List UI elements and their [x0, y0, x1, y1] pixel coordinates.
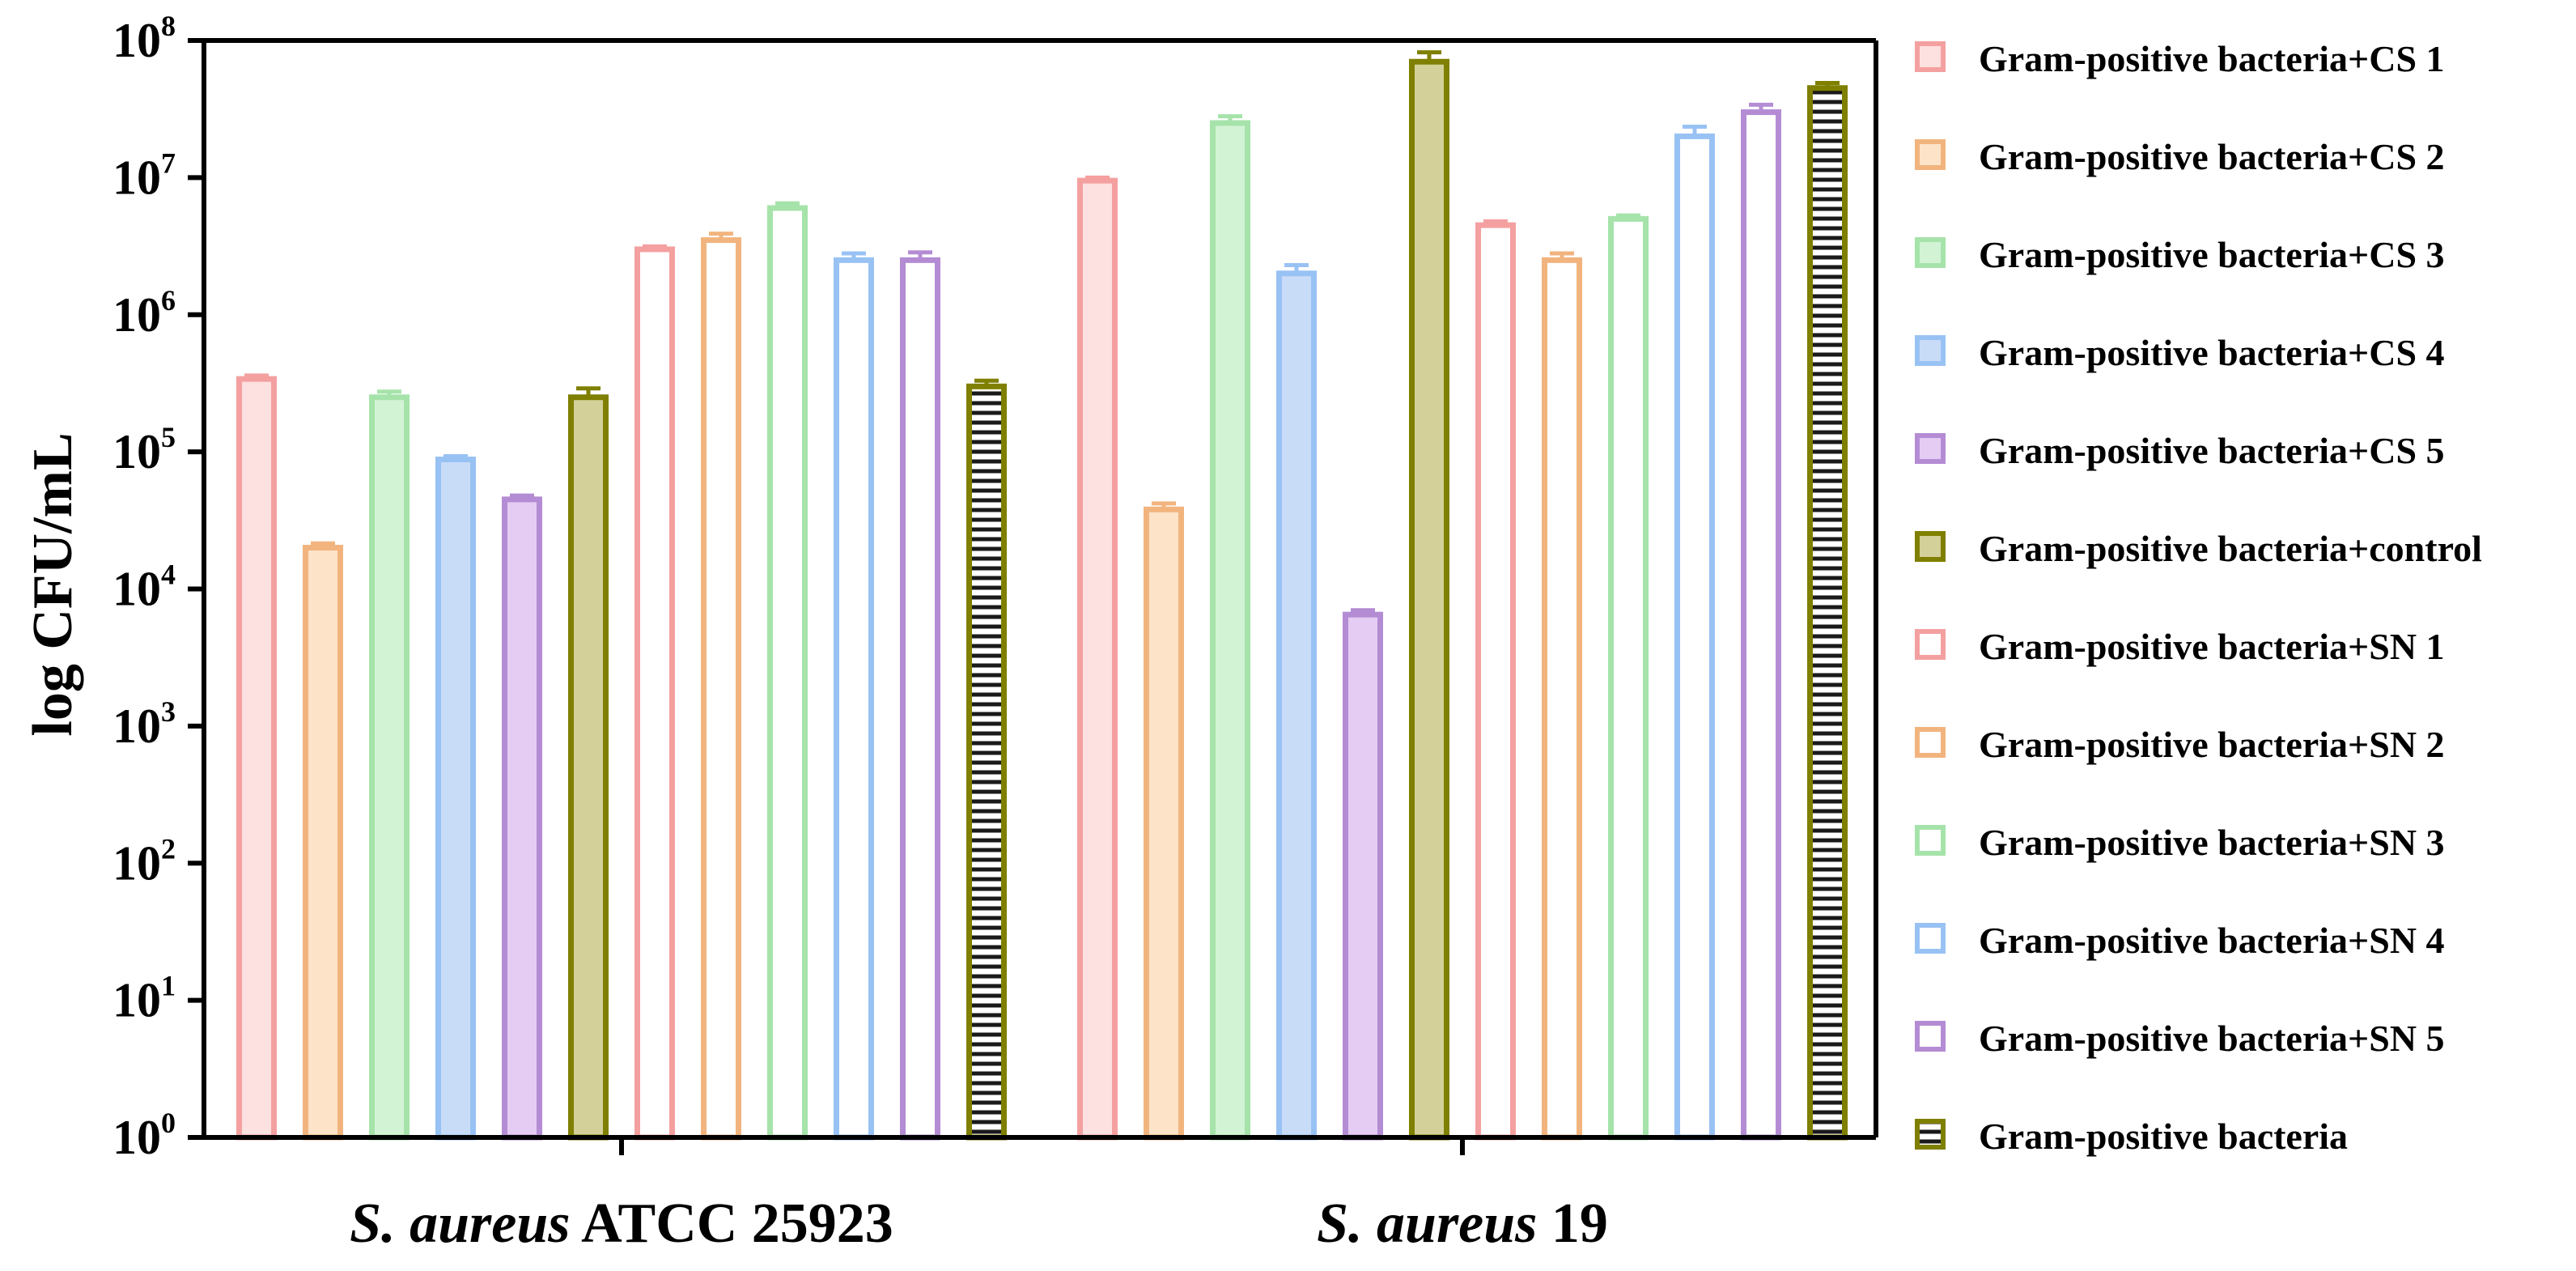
bar: [1210, 120, 1250, 1141]
bar: [634, 246, 675, 1141]
legend-label: Gram-positive bacteria+CS 2: [1979, 136, 2445, 177]
bar: [900, 257, 940, 1141]
legend-swatch: [1915, 41, 1946, 72]
legend-label: Gram-positive bacteria+SN 1: [1979, 626, 2445, 667]
legend-label: Gram-positive bacteria+SN 3: [1979, 822, 2445, 863]
y-tick-label: 103: [112, 695, 176, 753]
bar: [1276, 270, 1317, 1141]
bar: [1475, 222, 1516, 1141]
y-tick-label: 107: [112, 147, 176, 204]
legend-swatch: [1915, 1021, 1946, 1052]
y-tick-label: 105: [112, 421, 176, 478]
legend-label: Gram-positive bacteria+SN 5: [1979, 1018, 2445, 1059]
bar: [767, 205, 808, 1141]
bar: [1343, 611, 1383, 1141]
x-axis: S. aureus ATCC 25923 S. aureus 19: [204, 1135, 1876, 1255]
x-category-label: S. aureus 19: [1317, 1192, 1608, 1255]
bar: [701, 237, 741, 1141]
x-category-label: S. aureus ATCC 25923: [350, 1192, 893, 1255]
y-tick-label: 100: [112, 1107, 176, 1164]
legend-swatch: [1915, 433, 1946, 464]
legend: Gram-positive bacteria+CS 1 Gram-positive…: [1915, 38, 2482, 1157]
legend-swatch: [1915, 139, 1946, 170]
bar: [502, 496, 542, 1141]
bar: [1674, 133, 1715, 1141]
bar: [834, 257, 874, 1141]
legend-swatch: [1915, 237, 1946, 268]
y-tick-label: 108: [112, 10, 176, 67]
legend-swatch: [1915, 825, 1946, 856]
legend-label: Gram-positive bacteria: [1979, 1116, 2348, 1157]
legend-label: Gram-positive bacteria+control: [1979, 528, 2482, 569]
plot-area: [204, 38, 1878, 1141]
legend-label: Gram-positive bacteria+SN 4: [1979, 920, 2445, 961]
legend-label: Gram-positive bacteria+CS 1: [1979, 38, 2445, 79]
legend-swatch: [1915, 727, 1946, 758]
y-tick-label: 104: [112, 559, 176, 616]
legend-label: Gram-positive bacteria+CS 4: [1979, 332, 2445, 373]
bar: [1807, 85, 1848, 1141]
bar: [369, 394, 410, 1141]
y-axis-title: log CFU/mL: [22, 432, 84, 736]
legend-swatch: [1915, 1119, 1946, 1150]
legend-label: Gram-positive bacteria+CS 5: [1979, 430, 2445, 471]
bar: [568, 394, 609, 1141]
bar: [303, 545, 343, 1141]
legend-swatch: [1915, 335, 1946, 366]
bar: [1608, 215, 1649, 1141]
legend-swatch: [1915, 923, 1946, 954]
legend-swatch: [1915, 531, 1946, 562]
bar: [435, 457, 476, 1141]
bar: [1077, 177, 1118, 1141]
bar: [1409, 58, 1449, 1141]
y-tick-label: 106: [112, 284, 176, 342]
legend-label: Gram-positive bacteria+SN 2: [1979, 724, 2445, 765]
bar: [1144, 506, 1184, 1141]
bar: [1741, 109, 1781, 1141]
y-tick-label: 101: [112, 970, 176, 1027]
bar: [1542, 257, 1582, 1141]
y-axis: 100 101 102 103 104 105 106 107 108: [112, 10, 206, 1164]
legend-swatch: [1915, 629, 1946, 660]
bar: [236, 376, 277, 1141]
legend-label: Gram-positive bacteria+CS 3: [1979, 234, 2445, 275]
y-tick-label: 102: [112, 832, 176, 890]
bar: [966, 383, 1007, 1141]
